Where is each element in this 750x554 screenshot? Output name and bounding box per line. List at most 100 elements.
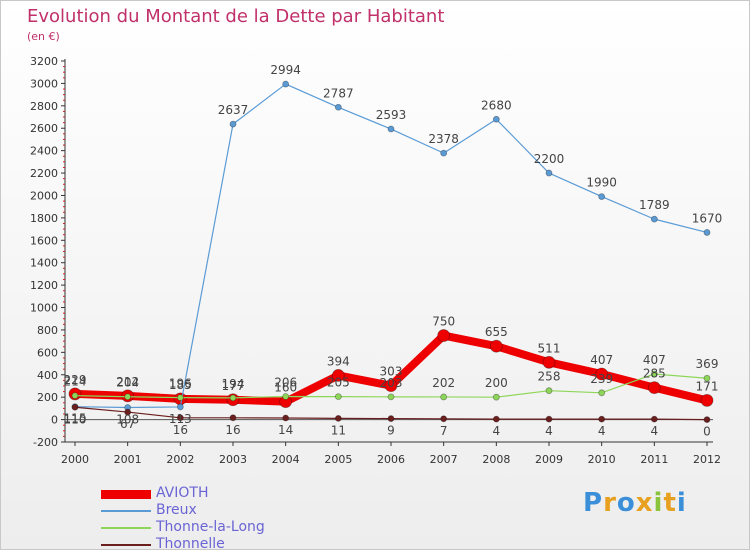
x-tick-label: 2011 bbox=[640, 453, 668, 466]
data-label: 16 bbox=[225, 423, 240, 437]
data-point bbox=[229, 394, 237, 402]
y-tick-label: 1200 bbox=[30, 279, 58, 292]
data-point bbox=[492, 393, 500, 401]
data-label: 113 bbox=[169, 412, 192, 426]
y-tick-label: 600 bbox=[37, 346, 58, 359]
data-point bbox=[703, 229, 711, 236]
x-tick-label: 2010 bbox=[588, 453, 616, 466]
data-label: 2994 bbox=[270, 63, 301, 77]
data-point bbox=[71, 403, 79, 411]
data-label: 160 bbox=[274, 381, 297, 395]
y-tick-label: 3000 bbox=[30, 77, 58, 90]
data-label: 7 bbox=[440, 424, 448, 438]
legend-label: AVIOTH bbox=[156, 485, 209, 501]
data-label: 212 bbox=[116, 375, 139, 389]
x-tick-label: 2009 bbox=[535, 453, 563, 466]
y-tick-label: 400 bbox=[37, 369, 58, 382]
data-label: 407 bbox=[590, 353, 613, 367]
legend-swatch bbox=[101, 544, 151, 546]
data-point bbox=[334, 103, 342, 111]
data-point bbox=[703, 416, 711, 423]
x-tick-label: 2003 bbox=[219, 453, 247, 466]
x-tick-label: 2007 bbox=[430, 453, 458, 466]
data-label: 239 bbox=[590, 372, 613, 386]
data-point bbox=[440, 415, 448, 423]
data-label: 204 bbox=[116, 376, 139, 390]
data-label: 9 bbox=[387, 424, 395, 438]
data-label: 1789 bbox=[639, 198, 670, 212]
legend-label: Thonne-la-Long bbox=[156, 519, 265, 535]
logo-letter: i bbox=[676, 488, 687, 518]
data-point bbox=[124, 393, 132, 401]
data-label: 1670 bbox=[692, 211, 723, 225]
y-tick-label: 2000 bbox=[30, 189, 58, 202]
data-point bbox=[124, 408, 132, 416]
data-label: 202 bbox=[432, 376, 455, 390]
data-point bbox=[703, 374, 711, 382]
data-label: 4 bbox=[598, 424, 606, 438]
legend-label: Breux bbox=[156, 502, 197, 518]
data-point bbox=[440, 393, 448, 401]
data-point bbox=[598, 415, 606, 423]
data-label: 11 bbox=[331, 423, 346, 437]
data-label: 214 bbox=[64, 375, 87, 389]
data-point bbox=[176, 394, 184, 402]
data-point bbox=[176, 414, 184, 422]
data-point bbox=[282, 393, 290, 400]
data-point bbox=[387, 415, 395, 422]
data-label: 200 bbox=[485, 376, 508, 390]
x-tick-label: 2002 bbox=[166, 453, 194, 466]
data-label: 205 bbox=[327, 376, 350, 390]
x-tick-label: 2004 bbox=[272, 453, 300, 466]
x-tick-label: 2000 bbox=[61, 453, 89, 466]
x-tick-label: 2006 bbox=[377, 453, 405, 466]
x-tick-label: 2001 bbox=[114, 453, 142, 466]
data-label: 655 bbox=[485, 325, 508, 339]
unit-label: (en €) bbox=[27, 30, 60, 43]
y-tick-label: 800 bbox=[37, 324, 58, 337]
y-tick-label: 3200 bbox=[30, 55, 58, 68]
data-label: 4 bbox=[545, 424, 553, 438]
data-label: 2787 bbox=[323, 86, 354, 100]
data-point bbox=[650, 370, 658, 378]
data-label: 2378 bbox=[428, 132, 459, 146]
data-point bbox=[229, 414, 237, 422]
data-point bbox=[650, 215, 658, 223]
logo-letter: x bbox=[635, 488, 654, 518]
data-label: 2200 bbox=[534, 152, 565, 166]
x-tick-label: 2012 bbox=[693, 453, 721, 466]
data-point bbox=[437, 329, 451, 342]
data-point bbox=[598, 389, 606, 397]
y-tick-label: 2600 bbox=[30, 122, 58, 135]
proxiti-logo: Proxiti bbox=[583, 488, 687, 518]
data-label: 110 bbox=[64, 412, 87, 426]
data-point bbox=[387, 125, 395, 133]
data-point bbox=[647, 381, 661, 395]
data-point bbox=[489, 339, 503, 353]
data-point bbox=[598, 193, 606, 200]
data-label: 394 bbox=[327, 354, 350, 368]
data-point bbox=[700, 394, 714, 407]
y-tick-label: 2400 bbox=[30, 145, 58, 158]
y-tick-label: 0 bbox=[51, 414, 58, 427]
data-label: 206 bbox=[274, 376, 297, 390]
data-point bbox=[384, 379, 398, 393]
logo-letter: t bbox=[663, 488, 677, 518]
data-label: 194 bbox=[222, 377, 245, 391]
data-label: 16 bbox=[173, 423, 188, 437]
logo-letter: o bbox=[616, 488, 636, 518]
y-tick-label: 200 bbox=[37, 391, 58, 404]
chart-title: Evolution du Montant de la Dette par Hab… bbox=[27, 6, 445, 27]
data-label: 196 bbox=[169, 377, 192, 391]
data-point bbox=[545, 169, 553, 177]
data-point bbox=[334, 393, 342, 401]
data-label: 369 bbox=[696, 357, 719, 371]
data-point bbox=[492, 415, 500, 423]
data-label: 2680 bbox=[481, 98, 512, 112]
data-point bbox=[545, 415, 553, 423]
logo-letter: i bbox=[653, 488, 664, 518]
data-point bbox=[334, 414, 342, 422]
data-point bbox=[492, 115, 500, 123]
data-label: 2637 bbox=[218, 103, 249, 117]
data-label: 203 bbox=[380, 376, 403, 390]
